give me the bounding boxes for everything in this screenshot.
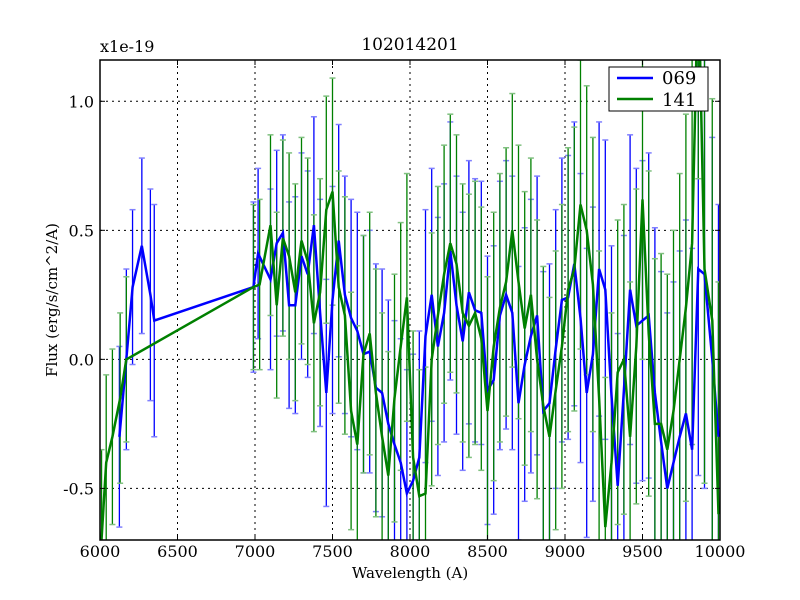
x-tick-label: 9000 bbox=[545, 542, 586, 561]
series-line-069 bbox=[118, 225, 720, 498]
y-tick-label: 0.0 bbox=[69, 350, 94, 369]
series-line-141 bbox=[100, 60, 720, 540]
axis-ticks: 6000 6500 7000 7500 8000 8500 9000 9500 10000 -0.… bbox=[63, 60, 745, 561]
x-tick-label: 6500 bbox=[157, 542, 198, 561]
y-tick-label: 0.5 bbox=[69, 221, 94, 240]
x-tick-label: 6000 bbox=[80, 542, 121, 561]
data-lines bbox=[100, 60, 720, 540]
x-tick-label: 9500 bbox=[622, 542, 663, 561]
y-axis-label: Flux (erg/s/cm^2/A) bbox=[43, 223, 61, 377]
x-tick-label: 7000 bbox=[235, 542, 276, 561]
x-tick-label: 10000 bbox=[695, 542, 746, 561]
y-tick-label: -0.5 bbox=[63, 479, 94, 498]
chart-title: 102014201 bbox=[361, 35, 458, 55]
y-tick-label: 1.0 bbox=[69, 92, 94, 111]
x-tick-label: 8500 bbox=[467, 542, 508, 561]
legend-label-069: 069 bbox=[662, 68, 696, 89]
x-tick-label: 7500 bbox=[312, 542, 353, 561]
x-axis-label: Wavelength (A) bbox=[352, 564, 468, 582]
x-tick-label: 8000 bbox=[390, 542, 431, 561]
legend-label-141: 141 bbox=[662, 90, 696, 111]
y-offset-label: x1e-19 bbox=[100, 37, 154, 56]
legend: 069 141 bbox=[608, 66, 709, 112]
legend-box bbox=[608, 66, 709, 112]
